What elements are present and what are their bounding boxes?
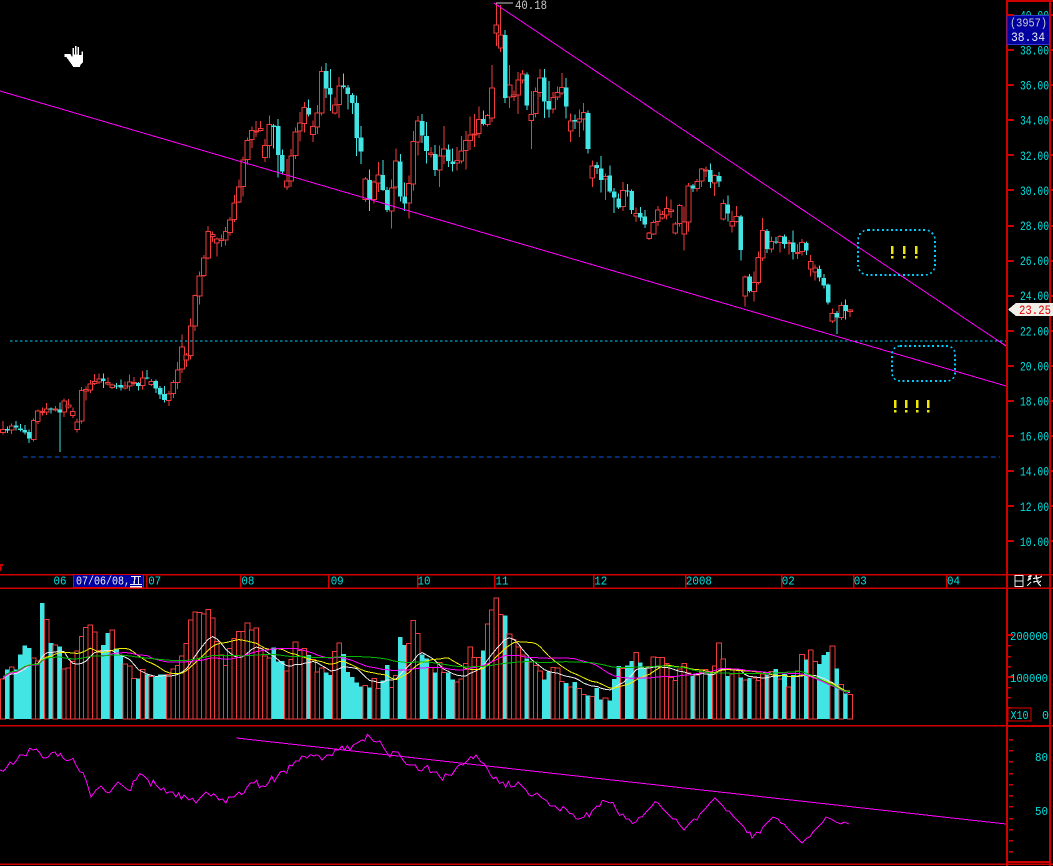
svg-text:02: 02: [782, 575, 795, 589]
svg-text:26.00: 26.00: [1020, 254, 1049, 269]
svg-text:36.00: 36.00: [1020, 79, 1049, 94]
svg-text:18.00: 18.00: [1020, 395, 1049, 410]
svg-text:(3957): (3957): [1010, 17, 1047, 31]
svg-text:40.18: 40.18: [515, 0, 547, 13]
svg-text:38.00: 38.00: [1020, 44, 1049, 59]
svg-text:11: 11: [496, 575, 509, 589]
svg-text:30.00: 30.00: [1020, 184, 1049, 199]
svg-text:04: 04: [947, 575, 960, 589]
svg-text:07/06/08,: 07/06/08,: [76, 575, 130, 589]
svg-text:12.00: 12.00: [1020, 500, 1049, 515]
svg-text:10.00: 10.00: [1020, 535, 1049, 550]
svg-text:50: 50: [1035, 805, 1048, 819]
svg-text:09: 09: [331, 575, 344, 589]
svg-text:14.00: 14.00: [1020, 465, 1049, 480]
svg-text:20.00: 20.00: [1020, 359, 1049, 374]
svg-text:06: 06: [54, 575, 67, 589]
svg-text:03: 03: [854, 575, 867, 589]
svg-text:22.00: 22.00: [1020, 324, 1049, 339]
svg-text:100000: 100000: [1010, 672, 1048, 686]
svg-text:10: 10: [418, 575, 431, 589]
svg-text:24.00: 24.00: [1020, 289, 1049, 304]
svg-text:2008: 2008: [686, 575, 712, 589]
svg-text:28.00: 28.00: [1020, 219, 1049, 234]
svg-text:08: 08: [241, 575, 254, 589]
svg-text:23.25: 23.25: [1019, 303, 1051, 318]
svg-text:12: 12: [594, 575, 607, 589]
svg-text:16.00: 16.00: [1020, 430, 1049, 445]
svg-text:0: 0: [1042, 709, 1049, 723]
svg-text:X10: X10: [1011, 709, 1029, 723]
svg-text:200000: 200000: [1010, 630, 1048, 644]
svg-text:34.00: 34.00: [1020, 114, 1049, 129]
svg-text:80: 80: [1035, 751, 1048, 765]
svg-text:38.34: 38.34: [1011, 30, 1045, 45]
svg-text:32.00: 32.00: [1020, 149, 1049, 164]
svg-text:07: 07: [148, 575, 161, 589]
